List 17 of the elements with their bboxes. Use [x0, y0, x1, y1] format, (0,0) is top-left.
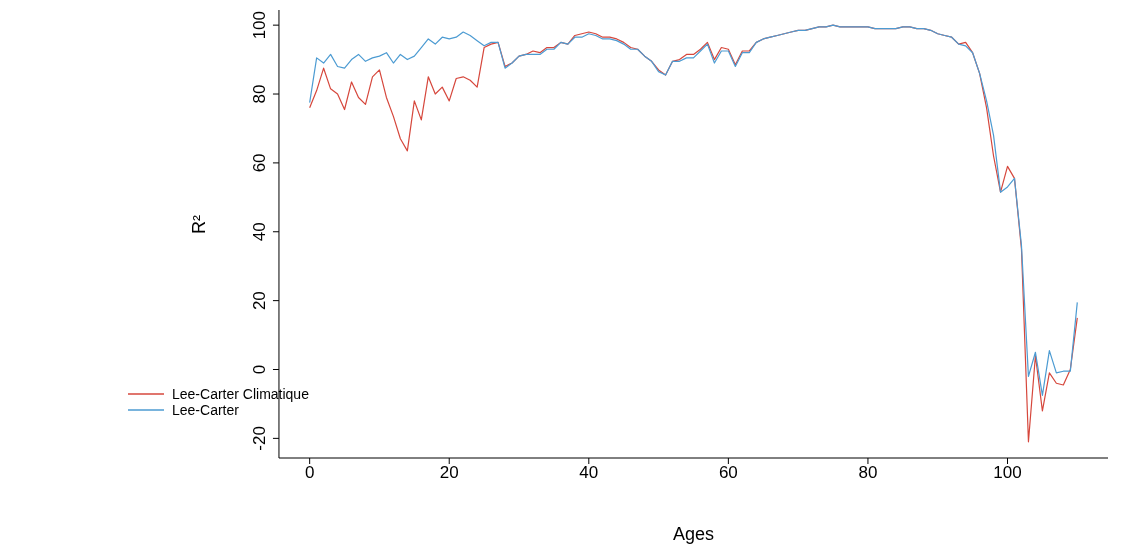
- y-tick-label: 60: [249, 153, 269, 173]
- y-tick-label: 40: [249, 222, 269, 242]
- x-tick-label: 40: [579, 463, 599, 483]
- y-tick-label: 0: [249, 364, 269, 375]
- legend-label: Lee-Carter: [172, 402, 239, 418]
- y-tick-label: 80: [249, 84, 269, 104]
- y-axis-title: R²: [189, 215, 210, 234]
- x-tick-label: 0: [304, 463, 315, 483]
- x-tick-label: 60: [718, 463, 738, 483]
- x-tick-label: 100: [993, 463, 1022, 483]
- y-tick-label: -20: [249, 426, 269, 451]
- y-tick-label: 100: [249, 10, 269, 40]
- y-tick-label: 20: [249, 291, 269, 311]
- legend-label: Lee-Carter Climatique: [172, 386, 309, 402]
- x-tick-label: 80: [858, 463, 878, 483]
- x-tick-label: 20: [439, 463, 459, 483]
- x-axis-title: Ages: [672, 524, 714, 544]
